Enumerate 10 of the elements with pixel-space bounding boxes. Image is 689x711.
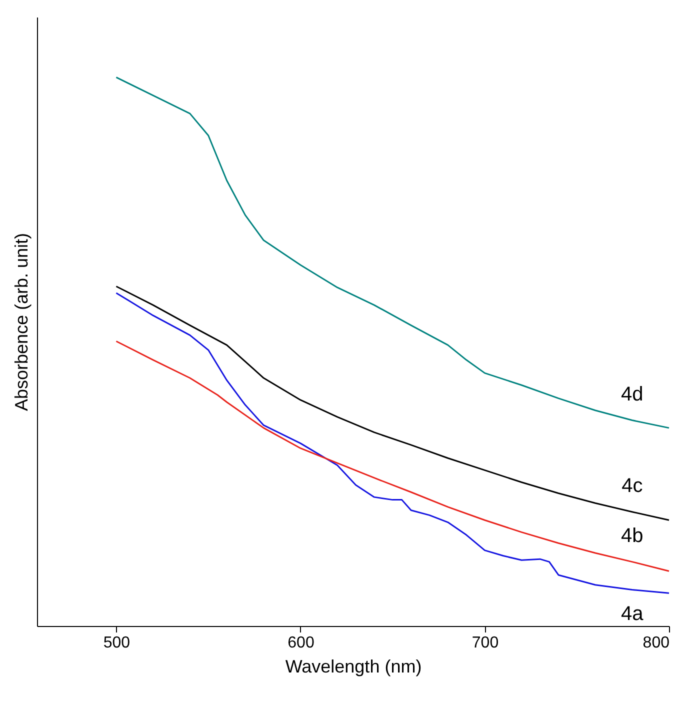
series-label: 4d [621,383,644,406]
x-axis-title: Wavelength (nm) [285,656,422,676]
series-label: 4c [622,474,643,497]
x-tick-label: 800 [642,634,670,652]
x-tick-label: 600 [288,634,314,652]
series-label: 4a [621,602,644,625]
x-tick-label: 500 [103,634,130,652]
x-tick-label: 700 [472,634,499,652]
y-axis-title: Absorbence (arb. unit) [12,232,32,412]
series-label: 4b [621,524,644,547]
